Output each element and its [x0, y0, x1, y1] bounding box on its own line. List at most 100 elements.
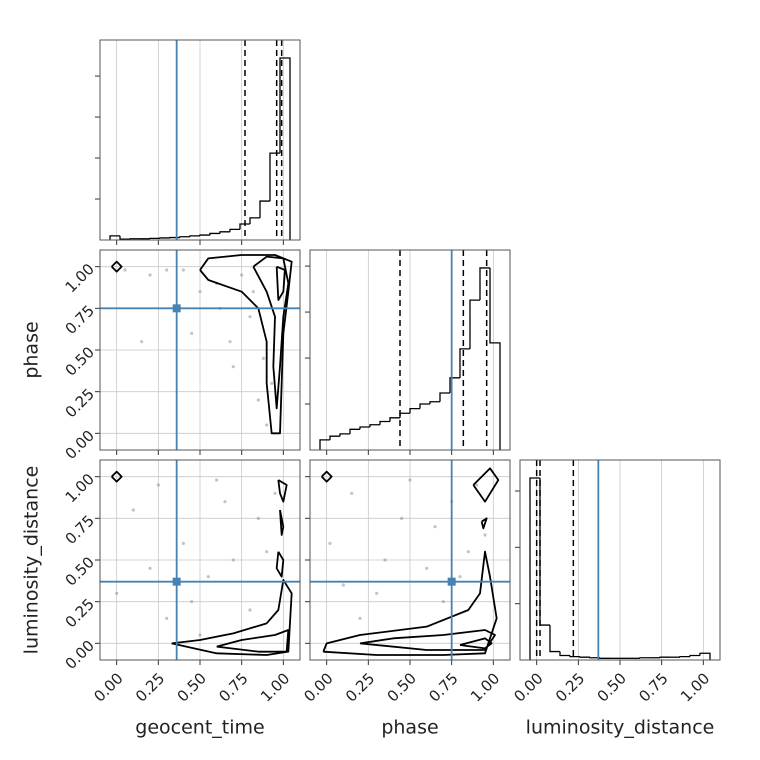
sample-point: [198, 290, 202, 294]
histogram-bin: [269, 152, 280, 202]
histogram-bin: [179, 236, 190, 238]
x-tick-label: 0.50: [174, 669, 210, 705]
x-tick-label: 1.00: [677, 669, 713, 705]
histogram-bin: [359, 426, 370, 430]
sample-point: [383, 558, 387, 562]
histogram-bin: [389, 417, 400, 422]
histogram-bin: [419, 403, 430, 409]
sample-point: [165, 616, 169, 620]
contour: [275, 551, 285, 578]
y-tick-label: 0.50: [62, 553, 98, 589]
x-tick-label: 0.75: [425, 669, 461, 705]
sample-point: [256, 516, 260, 520]
x-axis-label: luminosity_distance: [526, 717, 715, 739]
sample-point: [270, 381, 274, 385]
sample-point: [408, 478, 412, 482]
histogram-bin: [569, 655, 580, 658]
contour: [459, 637, 493, 650]
contour: [480, 517, 488, 530]
sample-point: [475, 483, 479, 487]
panel-frame: [309, 459, 511, 661]
x-axis-label: geocent_time: [135, 717, 264, 739]
histogram-bin: [349, 428, 360, 434]
x-tick-label: 0.25: [552, 669, 588, 705]
histogram-bin: [339, 433, 350, 437]
histogram-bin: [439, 392, 450, 402]
contour: [322, 550, 498, 656]
histogram-bin: [189, 235, 200, 237]
contour: [171, 579, 293, 656]
sample-point: [198, 633, 202, 637]
histogram-bin: [659, 656, 670, 658]
y-tick-label: 0.75: [62, 302, 98, 338]
x-axis-label: phase: [381, 717, 438, 739]
histogram-bin: [699, 652, 711, 660]
sample-point: [466, 550, 470, 554]
contour: [111, 470, 123, 483]
contour: [275, 265, 286, 301]
histogram-bin: [319, 439, 330, 450]
x-tick-label: 0.50: [384, 669, 420, 705]
histogram-bin: [279, 57, 291, 240]
sample-point: [400, 516, 404, 520]
sample-point: [148, 273, 152, 277]
sample-point: [350, 491, 354, 495]
contour: [279, 509, 285, 536]
sample-point: [248, 315, 252, 319]
sample-point: [265, 550, 269, 554]
y-tick-label: 0.50: [62, 343, 98, 379]
sample-point: [223, 500, 227, 504]
sample-point: [483, 533, 487, 537]
histogram-bin: [549, 625, 560, 653]
contour: [277, 479, 288, 503]
sample-point: [181, 268, 185, 272]
sample-point: [156, 483, 160, 487]
sample-point: [206, 575, 210, 579]
panel-frame: [99, 39, 301, 241]
sample-point: [425, 566, 429, 570]
sample-point: [228, 340, 232, 344]
x-tick-label: 0.25: [132, 669, 168, 705]
histogram-bin: [599, 657, 610, 659]
histogram-bin: [219, 231, 230, 234]
histogram-bin: [469, 299, 480, 349]
sample-point: [231, 558, 235, 562]
x-tick-label: 1.00: [467, 669, 503, 705]
histogram-bin: [559, 651, 570, 657]
sample-point: [358, 616, 362, 620]
sample-point: [190, 331, 194, 335]
histogram-bin: [539, 478, 550, 626]
sample-point: [328, 541, 332, 545]
histogram-bin: [329, 435, 340, 440]
histogram-bin: [679, 655, 690, 658]
histogram-bin: [399, 412, 410, 418]
sample-point: [123, 268, 127, 272]
histogram-bin: [409, 407, 420, 414]
sample-point: [215, 478, 219, 482]
histogram-bin: [589, 657, 600, 659]
histogram-bin: [209, 232, 220, 236]
truth-marker: [172, 577, 181, 586]
histogram-bin: [579, 656, 590, 658]
sample-point: [341, 583, 345, 587]
histogram-bin: [479, 267, 490, 301]
histogram-bin: [529, 477, 540, 660]
y-tick-label: 0.25: [62, 595, 98, 631]
contour: [321, 470, 333, 483]
y-tick-label: 1.00: [62, 260, 98, 296]
sample-point: [148, 566, 152, 570]
histogram-bin: [119, 235, 130, 240]
sample-point: [248, 608, 252, 612]
histogram-bin: [379, 420, 390, 425]
histogram-bin: [199, 234, 210, 236]
sample-point: [251, 290, 255, 294]
panel-frame: [309, 249, 511, 451]
y-axis-label: luminosity_distance: [21, 466, 43, 655]
histogram-bin: [429, 401, 440, 405]
sample-point: [433, 525, 437, 529]
y-tick-label: 0.25: [62, 385, 98, 421]
x-tick-label: 1.00: [257, 669, 293, 705]
sample-point: [165, 268, 169, 272]
histogram-bin: [459, 348, 470, 378]
